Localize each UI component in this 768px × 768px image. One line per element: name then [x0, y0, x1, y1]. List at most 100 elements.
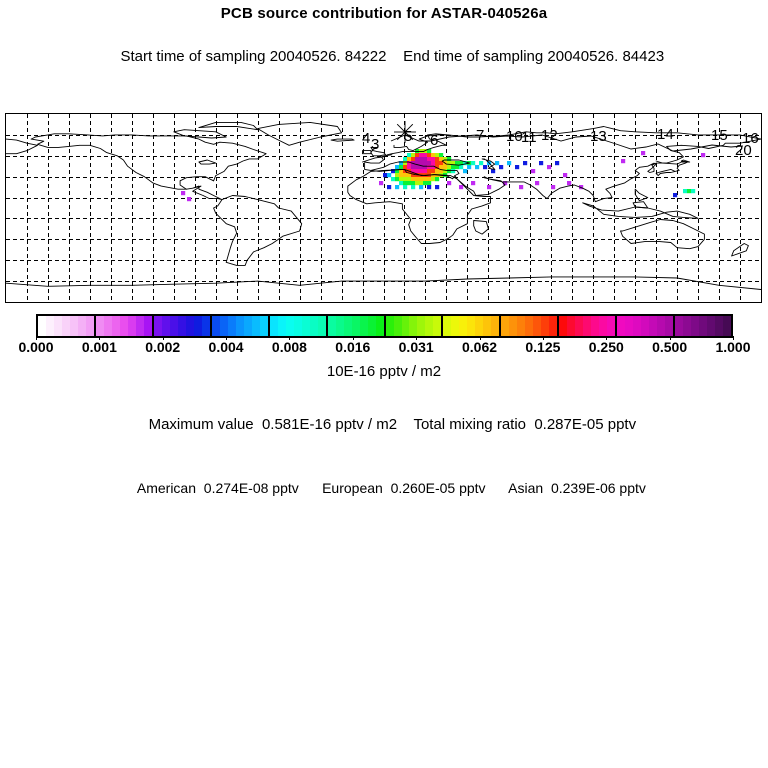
concentration-cell: [431, 161, 436, 166]
trajectory-marker-7: 7: [476, 127, 485, 144]
colorbar-swatch: [169, 316, 178, 336]
trajectory-marker-15: 15: [711, 127, 728, 144]
colorbar-swatch: [649, 316, 658, 336]
colorbar-swatch: [541, 316, 550, 336]
map-canvas: [6, 114, 761, 302]
concentration-cell: [451, 165, 456, 170]
colorbar-tickmark: [606, 336, 608, 340]
colorbar-swatch: [269, 316, 278, 336]
concentration-cell: [455, 161, 460, 166]
colorbar-swatch: [127, 316, 136, 336]
colorbar-swatch: [85, 316, 94, 336]
concentration-cell: [399, 173, 404, 178]
concentration-cell: [503, 181, 508, 186]
concentration-cell: [427, 161, 432, 166]
colorbar-swatch: [433, 316, 442, 336]
concentration-cell: [411, 165, 416, 170]
colorbar-swatch: [443, 316, 452, 336]
colorbar-segment-4: [269, 316, 328, 336]
colorbar-swatch: [451, 316, 460, 336]
colorbar-swatch: [549, 316, 558, 336]
colorbar-swatch: [425, 316, 434, 336]
colorbar-swatch: [517, 316, 526, 336]
concentration-cell: [419, 177, 424, 182]
trajectory-marker-14: 14: [657, 126, 674, 143]
world-map-panel[interactable]: [5, 113, 762, 303]
end-time-label: End time of sampling 20040526. 84423: [403, 48, 665, 65]
concentration-cell: [673, 193, 678, 198]
colorbar-swatch: [591, 316, 600, 336]
colorbar-swatch: [185, 316, 194, 336]
concentration-cell: [447, 169, 452, 174]
american-contribution-label: American 0.274E-08 pptv: [136, 480, 299, 496]
colorbar-swatch: [143, 316, 152, 336]
row-gap: [486, 480, 509, 496]
colorbar-swatch: [483, 316, 492, 336]
colorbar-segment-8: [501, 316, 560, 336]
concentration-cell: [435, 169, 440, 174]
colorbar-tick-0.016: 0.016: [335, 339, 371, 355]
trajectory-marker-11: 11: [521, 129, 537, 146]
trajectory-marker-3: 3: [371, 136, 380, 153]
colorbar-segment-10: [617, 316, 676, 336]
concentration-cell: [395, 173, 400, 178]
row-gap: [299, 480, 322, 496]
colorbar-swatch: [293, 316, 302, 336]
concentration-cell: [411, 169, 416, 174]
colorbar-swatch: [393, 316, 402, 336]
colorbar-swatch: [675, 316, 684, 336]
concentration-cell: [379, 181, 384, 186]
concentration-cell: [491, 169, 496, 174]
colorbar-swatch: [135, 316, 144, 336]
colorbar-swatch: [285, 316, 294, 336]
concentration-cell: [443, 157, 448, 162]
concentration-cell: [403, 169, 408, 174]
stats-row-regions: American 0.274E-08 pptv European 0.260E-…: [0, 458, 768, 518]
concentration-cell: [427, 149, 432, 154]
colorbar-swatch: [211, 316, 220, 336]
colorbar-segment-2: [153, 316, 212, 336]
colorbar-swatch: [153, 316, 162, 336]
concentration-cell: [475, 165, 480, 170]
colorbar-swatch: [77, 316, 86, 336]
sampling-times-row: Start time of sampling 20040526. 84222 E…: [0, 24, 768, 90]
concentration-cell: [415, 165, 420, 170]
concentration-cell: [701, 153, 706, 158]
colorbar-swatch: [401, 316, 410, 336]
concentration-cell: [419, 149, 424, 154]
concentration-cell: [515, 165, 520, 170]
concentration-cell: [391, 169, 396, 174]
asian-contribution-label: Asian 0.239E-06 pptv: [508, 480, 646, 496]
concentration-cell: [427, 169, 432, 174]
concentration-cell: [439, 169, 444, 174]
concentration-cell: [403, 177, 408, 182]
concentration-cell: [411, 173, 416, 178]
colorbar-swatch: [235, 316, 244, 336]
colorbar-swatch: [501, 316, 510, 336]
colorbar-tickmark: [352, 336, 354, 340]
colorbar-swatch: [567, 316, 576, 336]
colorbar-segment-3: [211, 316, 270, 336]
concentration-cell: [499, 165, 504, 170]
colorbar-tick-0.000: 0.000: [18, 339, 54, 355]
concentration-cell: [427, 177, 432, 182]
colorbar-swatch: [309, 316, 318, 336]
trajectory-marker-13: 13: [590, 128, 607, 145]
colorbar-swatch: [177, 316, 186, 336]
colorbar-tick-0.001: 0.001: [81, 339, 117, 355]
graticule-grid: [6, 114, 761, 302]
concentration-cell: [415, 157, 420, 162]
concentration-cell: [435, 161, 440, 166]
concentration-cell: [407, 181, 412, 186]
colorbar-tick-1.000: 1.000: [715, 339, 751, 355]
colorbar-tickmark: [542, 336, 544, 340]
colorbar-swatch: [375, 316, 384, 336]
colorbar-swatch: [367, 316, 376, 336]
colorbar-gradient[interactable]: [36, 314, 733, 338]
concentration-cell: [439, 165, 444, 170]
colorbar-swatch: [641, 316, 650, 336]
start-time-label: Start time of sampling 20040526. 84222: [120, 48, 387, 65]
concentration-cell: [451, 169, 456, 174]
concentration-cell: [387, 173, 392, 178]
colorbar-tick-0.250: 0.250: [588, 339, 624, 355]
